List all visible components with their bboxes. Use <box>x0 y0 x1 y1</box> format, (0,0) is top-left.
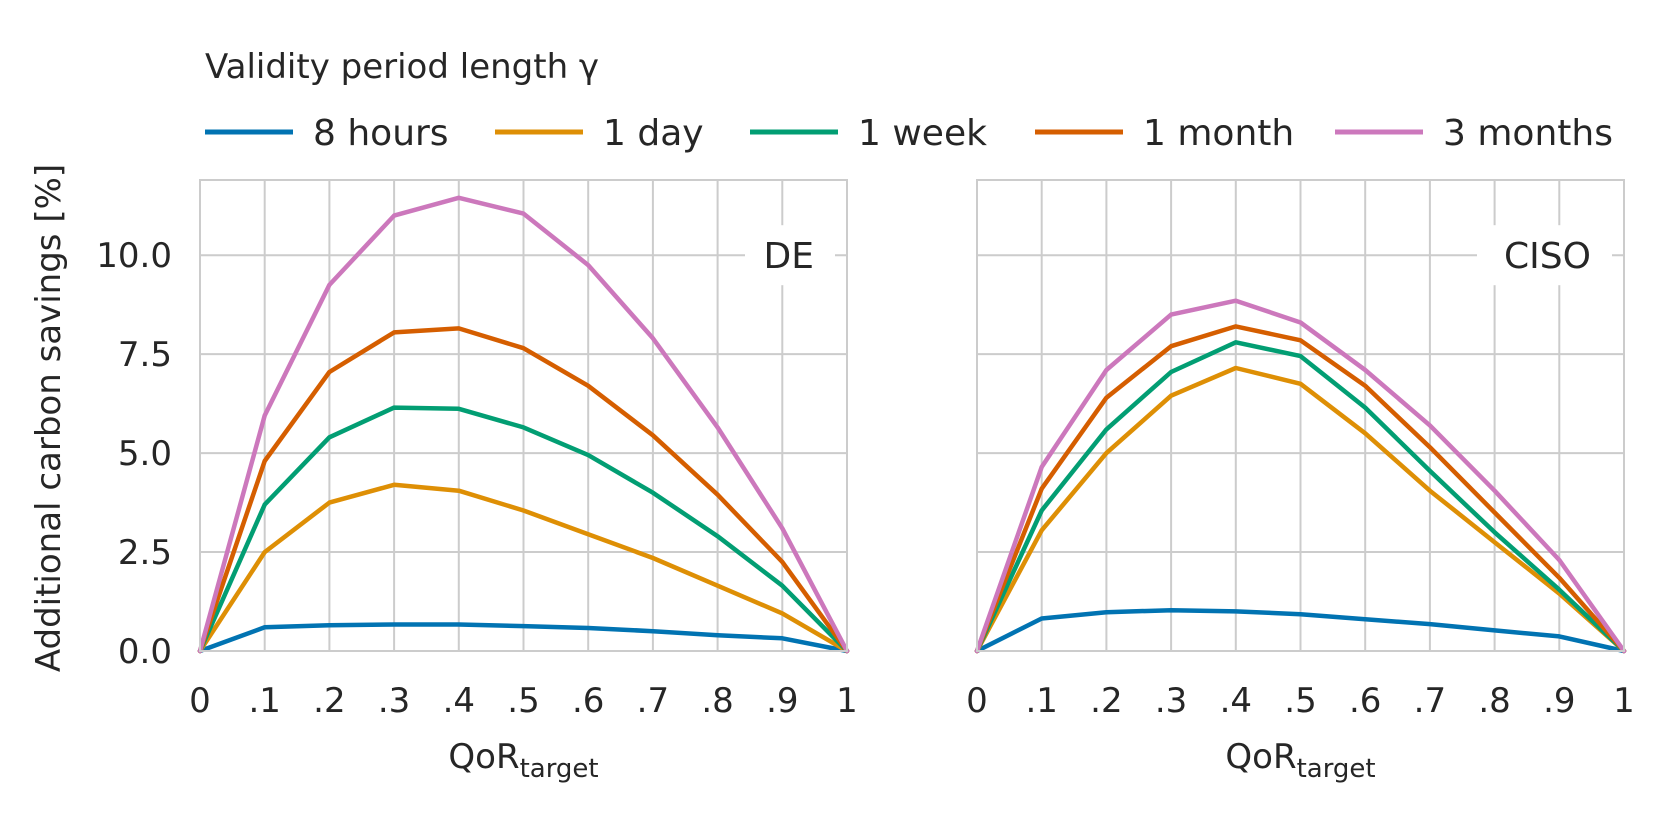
panel-de: DE0.1.2.3.4.5.6.7.8.9 10.02.55.07.510.0Qo… <box>96 179 858 784</box>
x-tick-label: .4 <box>443 681 475 721</box>
x-tick-label: .6 <box>1349 681 1381 721</box>
y-tick-label: 10.0 <box>96 236 172 276</box>
series-line-1-day <box>197 482 850 654</box>
x-tick-label: .4 <box>1220 681 1252 721</box>
y-axis-label: Additional carbon savings [%] <box>29 164 69 672</box>
x-tick-label: .5 <box>1284 681 1316 721</box>
x-axis-label-sub: target <box>520 754 599 784</box>
y-tick-label: 7.5 <box>118 335 172 375</box>
legend-item: 1 week <box>750 113 987 154</box>
y-tick-label: 0.0 <box>118 632 172 672</box>
series-line-8-hours <box>197 622 850 654</box>
x-axis-label-main: QoR <box>1225 737 1296 777</box>
x-axis-label: QoRtarget <box>1225 737 1375 784</box>
x-tick-label: .3 <box>1155 681 1187 721</box>
x-axis-label-main: QoR <box>448 737 519 777</box>
legend-label: 1 month <box>1143 113 1294 154</box>
panels: DE0.1.2.3.4.5.6.7.8.9 10.02.55.07.510.0Qo… <box>96 179 1635 784</box>
x-tick-label: .7 <box>1414 681 1446 721</box>
plot-frame <box>976 179 1625 652</box>
x-tick-label: .9 <box>1543 681 1575 721</box>
x-tick-label: 0 <box>966 681 988 721</box>
series-line-1-month <box>197 326 850 654</box>
x-tick-label: .7 <box>637 681 669 721</box>
plot-frame <box>199 179 848 652</box>
y-tick-label: 5.0 <box>118 434 172 474</box>
x-tick-label: 1 <box>836 681 858 721</box>
x-tick-label: .6 <box>572 681 604 721</box>
x-tick-label: .1 <box>248 681 280 721</box>
x-tick-label: 1 <box>1613 681 1635 721</box>
series-line-8-hours <box>974 607 1627 654</box>
x-tick-label: .2 <box>313 681 345 721</box>
legend-item: 8 hours <box>205 113 449 154</box>
legend-item: 3 months <box>1335 113 1613 154</box>
legend-label: 1 day <box>603 113 704 154</box>
series-line-1-month <box>974 324 1627 654</box>
series-line-1-week <box>197 405 850 654</box>
panel-label: DE <box>764 236 814 277</box>
series-line-1-week <box>974 340 1627 654</box>
x-tick-label: 0 <box>189 681 211 721</box>
x-tick-label: .1 <box>1025 681 1057 721</box>
y-tick-label: 2.5 <box>118 533 172 573</box>
series-line-3-months <box>974 298 1627 654</box>
legend-label: 1 week <box>858 113 987 154</box>
legend: 8 hours 1 day 1 week 1 month 3 months <box>205 113 1613 154</box>
legend-item: 1 day <box>495 113 704 154</box>
x-tick-label: .5 <box>507 681 539 721</box>
x-axis-label: QoRtarget <box>448 737 598 784</box>
legend-item: 1 month <box>1035 113 1294 154</box>
x-axis-label-sub: target <box>1297 754 1376 784</box>
x-tick-label: .2 <box>1090 681 1122 721</box>
x-tick-label: .9 <box>766 681 798 721</box>
panel-label: CISO <box>1504 236 1591 277</box>
legend-title: Validity period length γ <box>205 47 599 87</box>
x-tick-label: .3 <box>378 681 410 721</box>
x-tick-label: .8 <box>701 681 733 721</box>
series-line-1-day <box>974 365 1627 654</box>
panel-ciso: CISO 0 .1 .2 .3 .4 .5 .6 .7 .8 .9 1 QoRtarget <box>966 179 1635 784</box>
panel-label-box <box>745 225 835 286</box>
legend-label: 8 hours <box>313 113 449 154</box>
panel-label-box <box>1477 225 1612 286</box>
legend-label: 3 months <box>1443 113 1613 154</box>
series-line-3-months <box>197 195 850 654</box>
x-tick-label: .8 <box>1478 681 1510 721</box>
